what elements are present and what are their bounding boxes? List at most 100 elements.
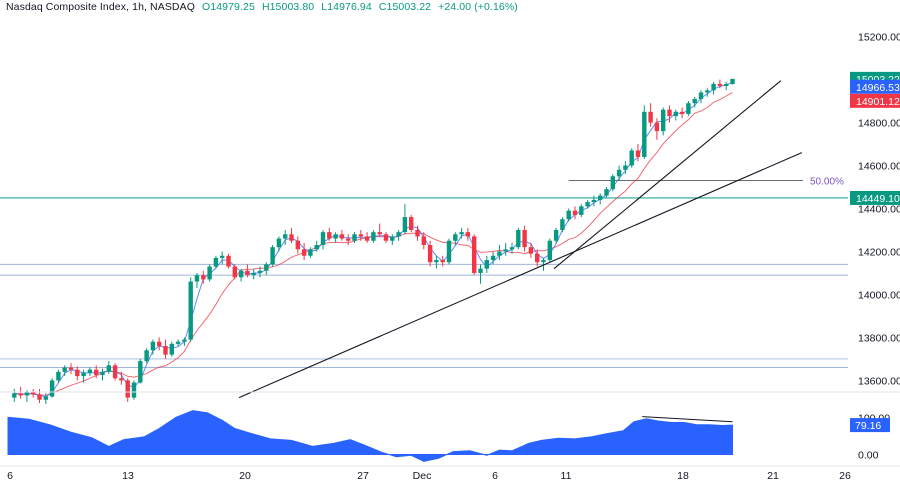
candle-body [553, 229, 559, 241]
candle-body [446, 240, 452, 263]
candle-body [49, 380, 55, 397]
candle-body [37, 394, 42, 400]
candle-body [226, 255, 231, 267]
candle-body [522, 229, 527, 248]
candle-body [440, 260, 445, 263]
candle-body [119, 378, 124, 381]
change-value: +24.00 (+0.16%) [438, 1, 518, 13]
candle-body [188, 281, 193, 340]
candle-body [453, 234, 458, 241]
y-tick-label: 14000.00 [858, 289, 900, 301]
y-tick-label: 14200.00 [858, 246, 900, 258]
x-tick-label: 11 [561, 470, 572, 481]
candle-body [528, 247, 534, 254]
oscillator-value-label: 79.16 [855, 420, 881, 432]
candle-body [667, 109, 672, 117]
candle-body [24, 392, 30, 396]
candle-body [276, 238, 282, 248]
candle-body [705, 90, 710, 93]
candle-body [541, 260, 546, 263]
trendline [553, 80, 782, 270]
candle-body [100, 371, 105, 376]
candle-body [478, 268, 483, 273]
candle-body [68, 367, 74, 370]
candle-body [31, 392, 36, 395]
candle-body [270, 247, 275, 265]
candle-body [509, 247, 515, 250]
candle-body [402, 217, 408, 233]
candle-body [327, 232, 332, 239]
candle-body [648, 111, 653, 123]
candle-body [232, 266, 237, 278]
y-tick-label: 14600.00 [858, 161, 900, 173]
candle-body [194, 275, 200, 282]
x-tick-label: 6 [492, 470, 498, 481]
close-value: C15003.22 [378, 1, 432, 13]
candle-body [472, 236, 477, 273]
candle-body [220, 255, 225, 258]
x-tick-label: 27 [357, 470, 369, 481]
candle-body [730, 78, 735, 85]
candle-body [18, 393, 23, 396]
candle-body [144, 350, 149, 362]
x-tick-label: 20 [239, 470, 251, 481]
price-tag-label: 14901.12 [856, 96, 900, 108]
candle-body [238, 270, 244, 278]
candle-body [201, 275, 206, 280]
candle-body [490, 255, 496, 261]
candle-body [566, 210, 571, 220]
candle-body [635, 150, 641, 157]
y-tick-label: 13800.00 [858, 332, 900, 344]
candle-body [623, 165, 628, 170]
candle-body [358, 234, 363, 237]
candle-body [43, 396, 48, 400]
x-tick-label: 26 [839, 470, 851, 481]
x-tick-label: 13 [122, 470, 134, 481]
candle-body [371, 232, 376, 241]
candle-body [131, 382, 137, 398]
candle-body [377, 232, 382, 235]
candle-body [610, 176, 615, 190]
oscillator-value-tag [850, 418, 890, 433]
candle-body [56, 371, 61, 381]
candle-body [138, 361, 143, 383]
candle-body [264, 264, 269, 271]
y-tick-label: 14400.00 [858, 204, 900, 216]
candle-body [547, 240, 552, 261]
candle-body [572, 210, 578, 215]
candle-body [686, 103, 691, 114]
candle-body [125, 380, 130, 398]
candle-body [301, 249, 307, 256]
candle-body [679, 111, 685, 114]
slow-moving-average-line [14, 91, 733, 396]
high-value: H15003.80 [261, 1, 315, 13]
candle-body [182, 339, 187, 342]
price-tag [850, 93, 900, 108]
candle-body [629, 150, 634, 166]
candle-body [516, 229, 521, 248]
candle-body [579, 206, 584, 215]
candle-body [484, 260, 489, 269]
candle-body [415, 229, 420, 237]
candle-body [169, 343, 174, 355]
candle-body [698, 92, 704, 99]
candle-body [87, 369, 93, 373]
candle-body [207, 266, 212, 280]
candle-body [175, 341, 181, 344]
candle-body [560, 219, 565, 230]
candle-body [503, 249, 508, 252]
candle-body [421, 236, 426, 246]
candle-body [364, 236, 370, 241]
candle-body [106, 365, 111, 372]
y-tick-label: 15200.00 [858, 32, 900, 44]
candle-body [383, 234, 389, 241]
candle-body [308, 249, 313, 256]
x-tick-label: 21 [767, 470, 779, 481]
x-tick-label: Dec [413, 470, 432, 481]
candle-body [604, 189, 609, 196]
candle-body [591, 199, 597, 203]
candle-body [535, 253, 540, 263]
price-tag [850, 79, 900, 94]
trendline [238, 152, 803, 399]
